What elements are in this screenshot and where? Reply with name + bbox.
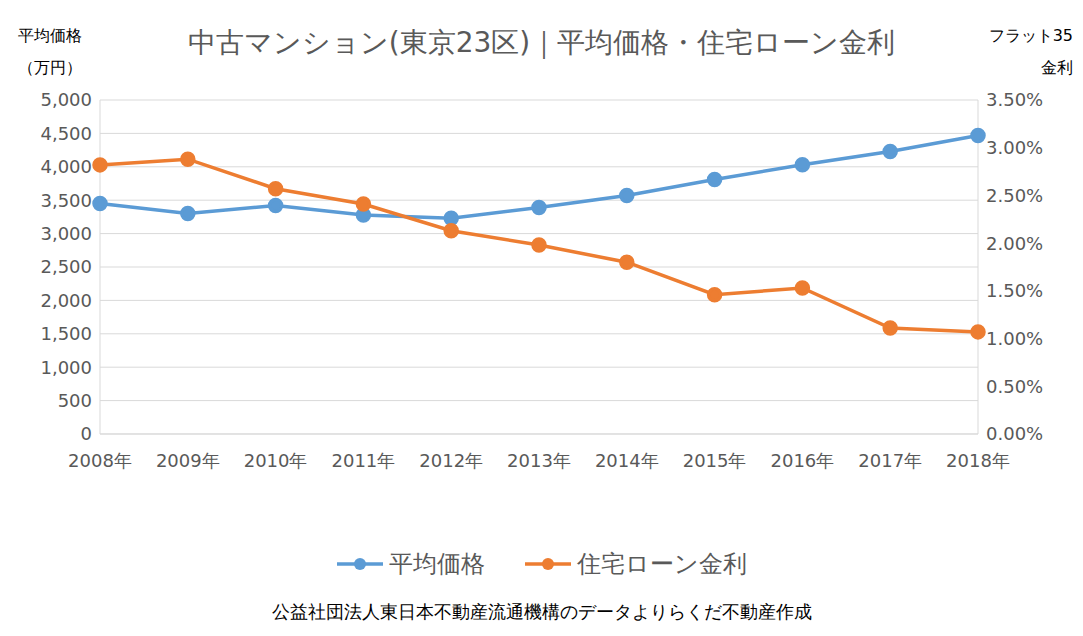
svg-text:2008年: 2008年 [68,450,132,471]
svg-text:3,500: 3,500 [40,190,92,211]
svg-text:1,000: 1,000 [40,357,92,378]
svg-text:2,500: 2,500 [40,256,92,277]
html-text:平均価格: 平均価格 [18,26,82,45]
svg-text:2014年: 2014年 [595,450,659,471]
svg-text:2.50%: 2.50% [986,185,1043,206]
svg-text:1.00%: 1.00% [986,328,1043,349]
svg-text:2016年: 2016年 [770,450,834,471]
svg-text:3.00%: 3.00% [986,137,1043,158]
svg-text:2017年: 2017年 [858,450,922,471]
svg-text:2009年: 2009年 [156,450,220,471]
svg-text:4,000: 4,000 [40,156,92,177]
html-text:（万円）: （万円） [18,58,82,77]
svg-text:2,000: 2,000 [40,290,92,311]
svg-text:2012年: 2012年 [419,450,483,471]
svg-text:3.50%: 3.50% [986,89,1043,110]
svg-text:1.50%: 1.50% [986,280,1043,301]
svg-text:2.00%: 2.00% [986,233,1043,254]
html-text:住宅ローン金利: 住宅ローン金利 [576,550,747,578]
svg-text:500: 500 [58,390,92,411]
svg-text:4,500: 4,500 [40,123,92,144]
svg-text:1,500: 1,500 [40,323,92,344]
svg-text:2013年: 2013年 [507,450,571,471]
svg-text:0: 0 [81,423,92,444]
svg-text:2015年: 2015年 [683,450,747,471]
html-text:平均価格: 平均価格 [388,550,485,578]
svg-text:0.50%: 0.50% [986,376,1043,397]
html-text:公益社団法人東日本不動産流通機構のデータよりらくだ不動産作成: 公益社団法人東日本不動産流通機構のデータよりらくだ不動産作成 [271,601,812,622]
svg-text:2010年: 2010年 [244,450,308,471]
svg-text:2018年: 2018年 [946,450,1010,471]
svg-text:5,000: 5,000 [40,89,92,110]
html-text:フラット35: フラット35 [988,26,1073,45]
svg-text:0.00%: 0.00% [986,423,1043,444]
svg-text:2011年: 2011年 [331,450,395,471]
svg-text:3,000: 3,000 [40,223,92,244]
html-text:中古マンション(東京23区)｜平均価格・住宅ローン金利: 中古マンション(東京23区)｜平均価格・住宅ローン金利 [187,26,896,59]
html-text:金利: 金利 [1041,58,1073,77]
